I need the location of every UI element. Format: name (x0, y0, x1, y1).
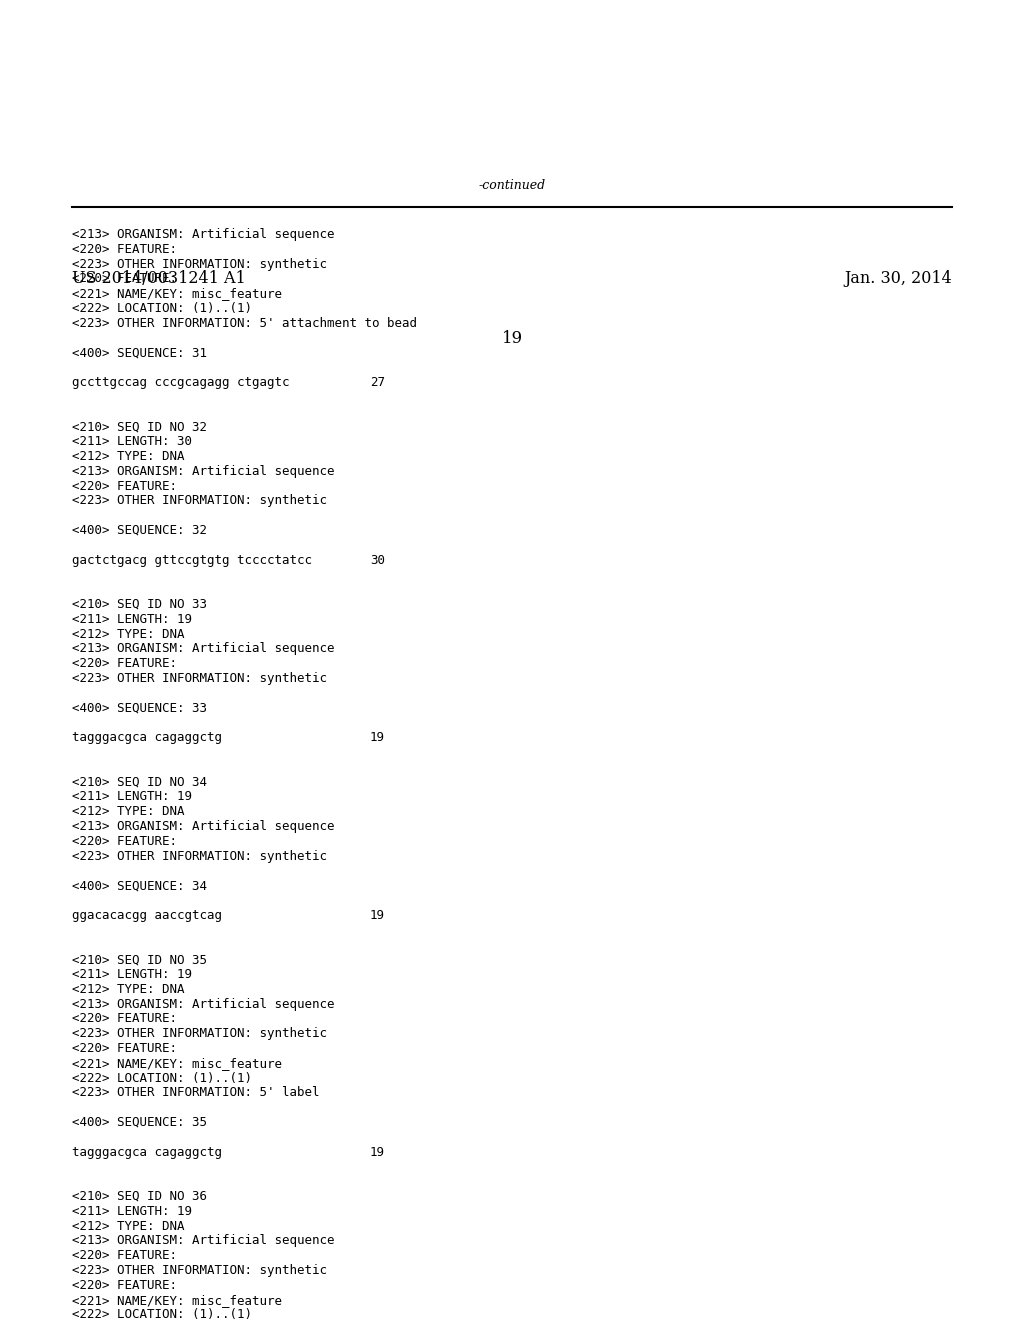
Text: <223> OTHER INFORMATION: 5' label: <223> OTHER INFORMATION: 5' label (72, 1086, 319, 1100)
Text: US 2014/0031241 A1: US 2014/0031241 A1 (72, 271, 246, 286)
Text: gactctgacg gttccgtgtg tcccctatcc: gactctgacg gttccgtgtg tcccctatcc (72, 553, 312, 566)
Text: <400> SEQUENCE: 32: <400> SEQUENCE: 32 (72, 524, 207, 537)
Text: <222> LOCATION: (1)..(1): <222> LOCATION: (1)..(1) (72, 302, 252, 315)
Text: <221> NAME/KEY: misc_feature: <221> NAME/KEY: misc_feature (72, 1057, 282, 1069)
Text: 19: 19 (370, 908, 385, 921)
Text: gccttgccag cccgcagagg ctgagtc: gccttgccag cccgcagagg ctgagtc (72, 376, 290, 389)
Text: <221> NAME/KEY: misc_feature: <221> NAME/KEY: misc_feature (72, 288, 282, 300)
Text: <212> TYPE: DNA: <212> TYPE: DNA (72, 1220, 184, 1233)
Text: <223> OTHER INFORMATION: synthetic: <223> OTHER INFORMATION: synthetic (72, 850, 327, 862)
Text: <210> SEQ ID NO 36: <210> SEQ ID NO 36 (72, 1191, 207, 1203)
Text: <220> FEATURE:: <220> FEATURE: (72, 1012, 177, 1026)
Text: <400> SEQUENCE: 33: <400> SEQUENCE: 33 (72, 702, 207, 714)
Text: 19: 19 (502, 330, 522, 347)
Text: <223> OTHER INFORMATION: synthetic: <223> OTHER INFORMATION: synthetic (72, 1265, 327, 1276)
Text: <211> LENGTH: 30: <211> LENGTH: 30 (72, 436, 193, 449)
Text: <220> FEATURE:: <220> FEATURE: (72, 657, 177, 671)
Text: <400> SEQUENCE: 35: <400> SEQUENCE: 35 (72, 1115, 207, 1129)
Text: <213> ORGANISM: Artificial sequence: <213> ORGANISM: Artificial sequence (72, 998, 335, 1011)
Text: 19: 19 (370, 1146, 385, 1159)
Text: <400> SEQUENCE: 31: <400> SEQUENCE: 31 (72, 346, 207, 359)
Text: <220> FEATURE:: <220> FEATURE: (72, 243, 177, 256)
Text: <221> NAME/KEY: misc_feature: <221> NAME/KEY: misc_feature (72, 1294, 282, 1307)
Text: <210> SEQ ID NO 33: <210> SEQ ID NO 33 (72, 598, 207, 611)
Text: <223> OTHER INFORMATION: synthetic: <223> OTHER INFORMATION: synthetic (72, 1027, 327, 1040)
Text: <220> FEATURE:: <220> FEATURE: (72, 272, 177, 285)
Text: <222> LOCATION: (1)..(1): <222> LOCATION: (1)..(1) (72, 1072, 252, 1085)
Text: tagggacgca cagaggctg: tagggacgca cagaggctg (72, 1146, 222, 1159)
Text: <220> FEATURE:: <220> FEATURE: (72, 834, 177, 847)
Text: Jan. 30, 2014: Jan. 30, 2014 (844, 271, 952, 286)
Text: 30: 30 (370, 553, 385, 566)
Text: <212> TYPE: DNA: <212> TYPE: DNA (72, 983, 184, 995)
Text: <223> OTHER INFORMATION: synthetic: <223> OTHER INFORMATION: synthetic (72, 672, 327, 685)
Text: <213> ORGANISM: Artificial sequence: <213> ORGANISM: Artificial sequence (72, 643, 335, 656)
Text: <213> ORGANISM: Artificial sequence: <213> ORGANISM: Artificial sequence (72, 1234, 335, 1247)
Text: <220> FEATURE:: <220> FEATURE: (72, 1279, 177, 1292)
Text: <212> TYPE: DNA: <212> TYPE: DNA (72, 805, 184, 818)
Text: 19: 19 (370, 731, 385, 744)
Text: ggacacacgg aaccgtcag: ggacacacgg aaccgtcag (72, 908, 222, 921)
Text: <211> LENGTH: 19: <211> LENGTH: 19 (72, 1205, 193, 1218)
Text: <220> FEATURE:: <220> FEATURE: (72, 1249, 177, 1262)
Text: <220> FEATURE:: <220> FEATURE: (72, 479, 177, 492)
Text: <212> TYPE: DNA: <212> TYPE: DNA (72, 627, 184, 640)
Text: <211> LENGTH: 19: <211> LENGTH: 19 (72, 968, 193, 981)
Text: <223> OTHER INFORMATION: synthetic: <223> OTHER INFORMATION: synthetic (72, 495, 327, 507)
Text: -continued: -continued (478, 180, 546, 191)
Text: <213> ORGANISM: Artificial sequence: <213> ORGANISM: Artificial sequence (72, 228, 335, 242)
Text: <223> OTHER INFORMATION: 5' attachment to bead: <223> OTHER INFORMATION: 5' attachment t… (72, 317, 417, 330)
Text: <213> ORGANISM: Artificial sequence: <213> ORGANISM: Artificial sequence (72, 465, 335, 478)
Text: <213> ORGANISM: Artificial sequence: <213> ORGANISM: Artificial sequence (72, 820, 335, 833)
Text: 27: 27 (370, 376, 385, 389)
Text: <211> LENGTH: 19: <211> LENGTH: 19 (72, 612, 193, 626)
Text: <212> TYPE: DNA: <212> TYPE: DNA (72, 450, 184, 463)
Text: <210> SEQ ID NO 34: <210> SEQ ID NO 34 (72, 776, 207, 788)
Text: <223> OTHER INFORMATION: synthetic: <223> OTHER INFORMATION: synthetic (72, 257, 327, 271)
Text: <400> SEQUENCE: 34: <400> SEQUENCE: 34 (72, 879, 207, 892)
Text: <220> FEATURE:: <220> FEATURE: (72, 1041, 177, 1055)
Text: <211> LENGTH: 19: <211> LENGTH: 19 (72, 791, 193, 804)
Text: tagggacgca cagaggctg: tagggacgca cagaggctg (72, 731, 222, 744)
Text: <210> SEQ ID NO 35: <210> SEQ ID NO 35 (72, 953, 207, 966)
Text: <222> LOCATION: (1)..(1): <222> LOCATION: (1)..(1) (72, 1308, 252, 1320)
Text: <210> SEQ ID NO 32: <210> SEQ ID NO 32 (72, 420, 207, 433)
